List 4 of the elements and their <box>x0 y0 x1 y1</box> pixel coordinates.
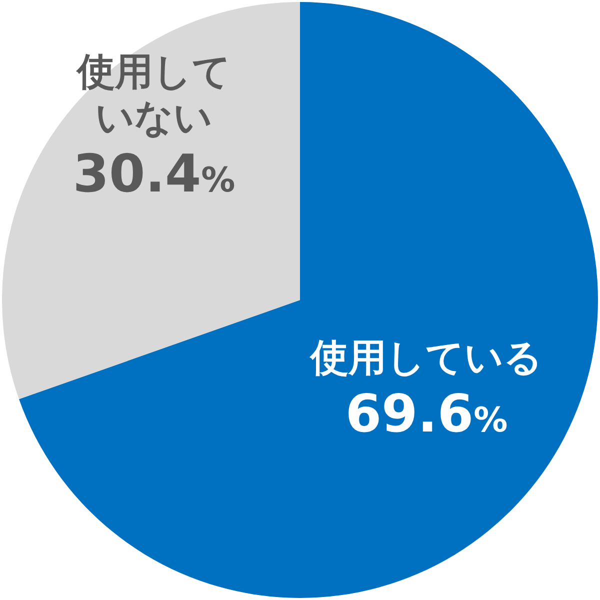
data-label: 30.4% <box>72 144 236 205</box>
slice-label: 使用していない <box>75 50 232 140</box>
slice-label: 使用している <box>308 335 542 380</box>
data-label: 69.6% <box>345 384 508 444</box>
